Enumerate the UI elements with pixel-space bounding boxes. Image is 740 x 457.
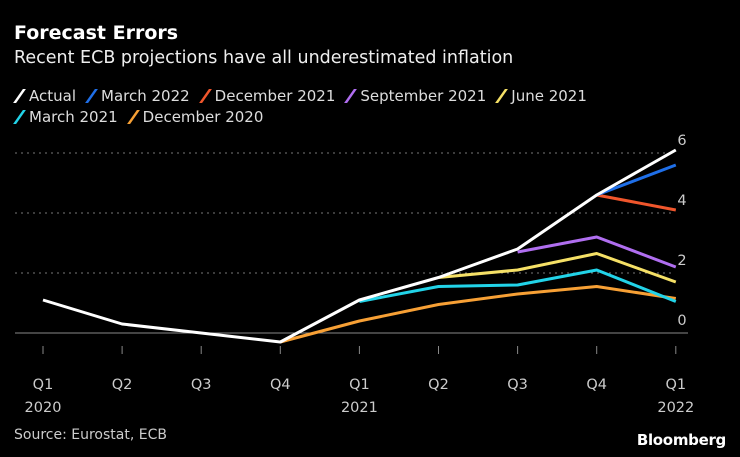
y-tick-label: 0 bbox=[677, 313, 686, 329]
legend-label: December 2021 bbox=[214, 87, 336, 105]
legend-item: March 2021 bbox=[13, 107, 118, 128]
chart-subtitle: Recent ECB projections have all underest… bbox=[14, 48, 514, 68]
series-line-september-2021 bbox=[517, 235, 677, 269]
series-line-december-2021 bbox=[596, 193, 677, 212]
series-line-actual bbox=[42, 148, 677, 344]
series-line-march-2021 bbox=[359, 268, 677, 303]
x-year-label: 2021 bbox=[341, 400, 378, 416]
series-line-december-2020 bbox=[279, 285, 677, 344]
x-tick-label: Q2 bbox=[428, 377, 449, 393]
series-line-june-2021 bbox=[438, 252, 677, 284]
legend: Actual March 2022 December 2021 September 2… bbox=[13, 86, 674, 128]
x-tick-label: Q2 bbox=[112, 377, 133, 393]
chart-title: Forecast Errors bbox=[14, 22, 179, 44]
legend-item: March 2022 bbox=[85, 86, 190, 107]
legend-label: March 2021 bbox=[29, 108, 118, 126]
y-tick-label: 2 bbox=[677, 253, 686, 269]
x-tick-label: Q4 bbox=[586, 377, 607, 393]
x-tick-label: Q4 bbox=[270, 377, 291, 393]
legend-label: June 2021 bbox=[511, 87, 587, 105]
x-year-label: 2022 bbox=[657, 400, 694, 416]
legend-label: Actual bbox=[29, 87, 76, 105]
x-tick-label: Q3 bbox=[507, 377, 528, 393]
x-tick-label: Q1 bbox=[33, 377, 54, 393]
source-note: Source: Eurostat, ECB bbox=[14, 427, 167, 443]
legend-label: September 2021 bbox=[360, 87, 487, 105]
legend-label: March 2022 bbox=[101, 87, 190, 105]
x-tick-label: Q3 bbox=[191, 377, 212, 393]
legend-item: June 2021 bbox=[495, 86, 587, 107]
x-year-label: 2020 bbox=[25, 400, 62, 416]
x-tick-label: Q1 bbox=[665, 377, 686, 393]
series-line-march-2022 bbox=[596, 163, 677, 197]
bloomberg-logo: Bloomberg bbox=[636, 431, 726, 449]
y-tick-label: 6 bbox=[677, 133, 686, 149]
legend-item: September 2021 bbox=[344, 86, 487, 107]
legend-label: December 2020 bbox=[142, 108, 264, 126]
x-tick-label: Q1 bbox=[349, 377, 370, 393]
legend-item: December 2020 bbox=[126, 107, 264, 128]
legend-item: December 2021 bbox=[198, 86, 336, 107]
legend-item: Actual bbox=[13, 86, 76, 107]
y-tick-label: 4 bbox=[677, 193, 686, 209]
